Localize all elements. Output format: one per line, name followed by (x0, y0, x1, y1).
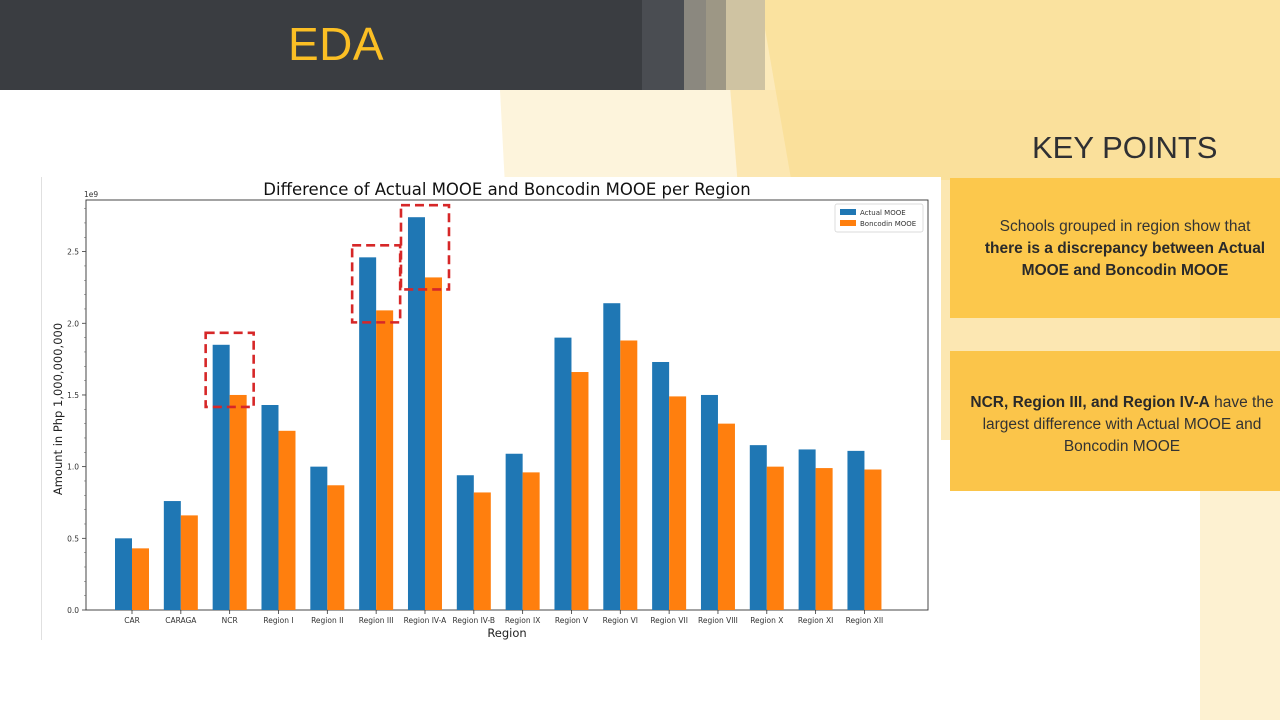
x-tick-label: Region VIII (698, 616, 738, 625)
bar-boncodin-region-xii (864, 469, 882, 610)
bar-boncodin-region-vi (620, 340, 638, 610)
bar-boncodin-ncr (229, 394, 247, 610)
bar-actual-region-i (261, 405, 279, 610)
x-tick-label: Region IV-A (404, 616, 448, 625)
bar-boncodin-region-xi (815, 468, 833, 610)
axis-offset-text: 1e9 (84, 190, 98, 199)
x-tick-label: Region I (263, 616, 293, 625)
header-accent-block (642, 0, 684, 90)
bar-actual-region-iii (359, 257, 377, 610)
bar-actual-region-viii (700, 394, 718, 610)
x-tick-label: Region II (311, 616, 343, 625)
x-tick-label: Region VII (650, 616, 688, 625)
bar-actual-region-ix (505, 453, 523, 610)
header-accent-block (706, 0, 726, 90)
x-tick-label: Region V (555, 616, 589, 625)
chart-title: Difference of Actual MOOE and Boncodin M… (263, 180, 750, 199)
legend-label: Actual MOOE (860, 209, 906, 217)
bar-boncodin-region-iv-a (424, 277, 442, 610)
y-tick-label: 2.0 (67, 319, 79, 328)
background-shape (760, 0, 1280, 180)
bar-boncodin-region-viii (717, 423, 735, 610)
legend-label: Boncodin MOOE (860, 220, 916, 228)
x-tick-label: Region IV-B (453, 616, 496, 625)
bar-actual-ncr (212, 344, 230, 610)
bar-actual-caraga (163, 501, 181, 610)
header-accent-block (726, 0, 765, 90)
x-tick-label: CAR (124, 616, 140, 625)
key-point-1-bold: there is a discrepancy between Actual MO… (984, 240, 1266, 279)
chart-legend: Actual MOOE Boncodin MOOE (834, 203, 924, 233)
highlight-box (399, 203, 451, 291)
key-point-2-text: have the largest difference with Actual … (982, 394, 1274, 455)
bar-actual-region-x (749, 445, 767, 610)
bar-actual-region-ii (310, 466, 328, 610)
key-point-2-bold: NCR, Region III, and Region IV-A (970, 394, 1210, 411)
bar-actual-region-xi (798, 449, 816, 610)
bar-boncodin-region-ix (522, 472, 540, 610)
key-point-1-text: Schools grouped in region show that (999, 218, 1251, 235)
header-bar: EDA (0, 0, 642, 90)
bar-actual-region-xii (847, 450, 865, 610)
y-tick-label: 1.5 (67, 391, 79, 400)
bar-actual-region-iv-b (456, 475, 474, 610)
x-tick-label: Region XI (798, 616, 833, 625)
bar-boncodin-region-i (278, 430, 296, 610)
x-tick-label: Region XII (846, 616, 884, 625)
bar-actual-region-v (554, 337, 572, 610)
x-tick-label: Region IX (505, 616, 540, 625)
bar-boncodin-region-iii (376, 310, 394, 610)
x-tick-label: Region X (750, 616, 783, 625)
y-tick-label: 0.5 (67, 534, 79, 543)
key-point-card-1: Schools grouped in region show that ther… (950, 178, 1280, 318)
page-title: EDA (288, 18, 385, 70)
bar-boncodin-caraga (180, 515, 198, 610)
x-tick-label: Region III (359, 616, 394, 625)
bar-boncodin-region-ii (327, 485, 345, 610)
highlight-box (204, 331, 255, 409)
x-axis-label: Region (487, 626, 526, 640)
chart-edge (41, 177, 42, 640)
y-tick-label: 1.0 (67, 463, 79, 472)
x-tick-label: CARAGA (165, 616, 197, 625)
legend-frame (834, 203, 924, 233)
legend-swatch (840, 209, 856, 215)
bar-boncodin-car (132, 548, 149, 610)
bar-boncodin-region-v (571, 372, 589, 610)
bar-chart: Difference of Actual MOOE and Boncodin M… (51, 180, 929, 640)
bar-actual-region-vii (652, 361, 670, 610)
y-tick-label: 2.5 (67, 248, 79, 257)
bar-actual-car (115, 538, 132, 610)
bar-boncodin-region-x (766, 466, 784, 610)
bar-actual-region-vi (603, 303, 621, 610)
x-tick-label: NCR (222, 616, 238, 625)
key-point-card-2: NCR, Region III, and Region IV-A have th… (950, 351, 1280, 491)
legend-swatch (840, 220, 856, 226)
key-points-heading: KEY POINTS (1032, 130, 1218, 165)
x-tick-label: Region VI (603, 616, 638, 625)
bar-boncodin-region-iv-b (473, 492, 491, 610)
bar-actual-region-iv-a (407, 217, 425, 610)
y-axis-label: Amount in Php 1,000,000,000 (51, 323, 65, 495)
bar-boncodin-region-vii (669, 396, 687, 610)
y-tick-label: 0.0 (67, 606, 79, 615)
